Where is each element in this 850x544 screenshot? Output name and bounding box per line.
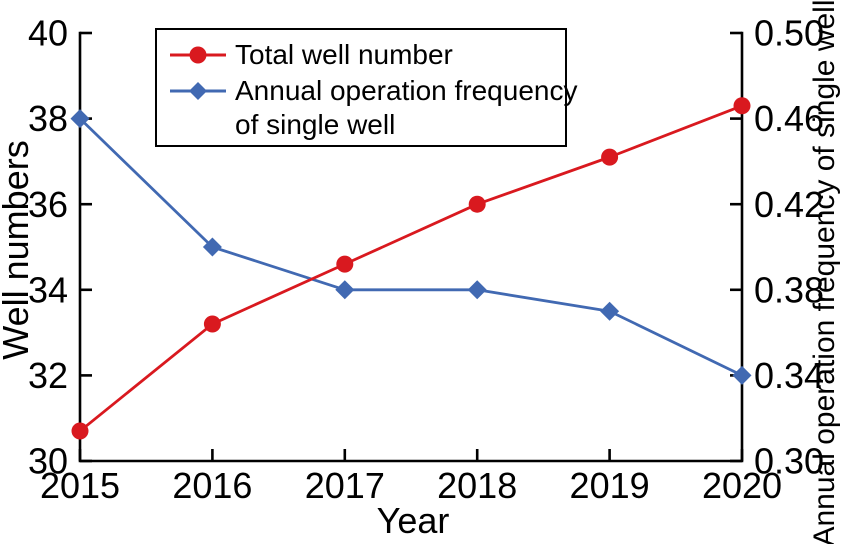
data-point-diamond [467, 280, 487, 300]
legend-text-line: Total well number [235, 39, 453, 70]
legend-text-line: of single well [235, 109, 396, 140]
legend-item-total-well-number: Total well number [169, 38, 565, 72]
y-axis-right-title: Annual operation frequency of single wel… [808, 0, 841, 544]
legend-swatch-diamond [170, 82, 226, 100]
y-axis-left-tick-label: 40 [28, 13, 68, 54]
data-point-diamond [732, 365, 752, 385]
data-point-circle [601, 148, 619, 166]
legend-label-annual-operation-frequency: Annual operation frequency of single wel… [235, 74, 577, 142]
data-point-circle [733, 97, 751, 115]
y-axis-right-tick-label: 0.34 [754, 355, 824, 396]
y-axis-left-tick-label: 38 [28, 98, 68, 139]
data-point-diamond [70, 109, 90, 129]
y-axis-right-tick-label: 0.46 [754, 98, 824, 139]
legend-swatch-circle [170, 46, 226, 64]
y-axis-right-tick-label: 0.30 [754, 441, 824, 482]
data-point-circle [203, 315, 221, 333]
legend-item-annual-operation-frequency: Annual operation frequency of single wel… [169, 74, 577, 142]
data-point-diamond [335, 280, 355, 300]
y-axis-left-title: Well numbers [0, 140, 36, 359]
x-axis-tick-label: 2016 [172, 465, 252, 506]
series-line-circle [79, 104, 743, 433]
x-axis-tick-label: 2017 [305, 465, 385, 506]
data-point-circle [468, 195, 486, 213]
x-axis-tick-label: 2019 [570, 465, 650, 506]
axis-frame [78, 31, 744, 463]
legend-text-line: Annual operation frequency [235, 75, 578, 106]
x-axis-tick-label: 2018 [437, 465, 517, 506]
circle-marker-icon [189, 46, 207, 64]
data-point-circle [71, 422, 89, 440]
y-axis-left-tick-label: 32 [28, 355, 68, 396]
y-axis-left-tick-label: 30 [28, 441, 68, 482]
data-point-diamond [600, 301, 620, 321]
series-line-diamond [79, 117, 743, 377]
y-axis-right-tick-label: 0.50 [754, 13, 824, 54]
diamond-marker-icon [189, 82, 207, 100]
y-axis-left-tick-label: 34 [28, 269, 68, 310]
y-axis-left-tick-label: 36 [28, 184, 68, 225]
legend-label-total-well-number: Total well number [235, 38, 453, 72]
x-axis-tick-label: 2020 [702, 465, 782, 506]
chart-legend: Total well number Annual operation frequ… [155, 28, 577, 147]
x-axis-tick-label: 2015 [40, 465, 120, 506]
y-axis-right-tick-label: 0.42 [754, 184, 824, 225]
y-axis-right-tick-label: 0.38 [754, 269, 824, 310]
data-point-diamond [202, 237, 222, 257]
data-point-circle [336, 255, 354, 273]
x-axis-title: Year [377, 500, 450, 541]
